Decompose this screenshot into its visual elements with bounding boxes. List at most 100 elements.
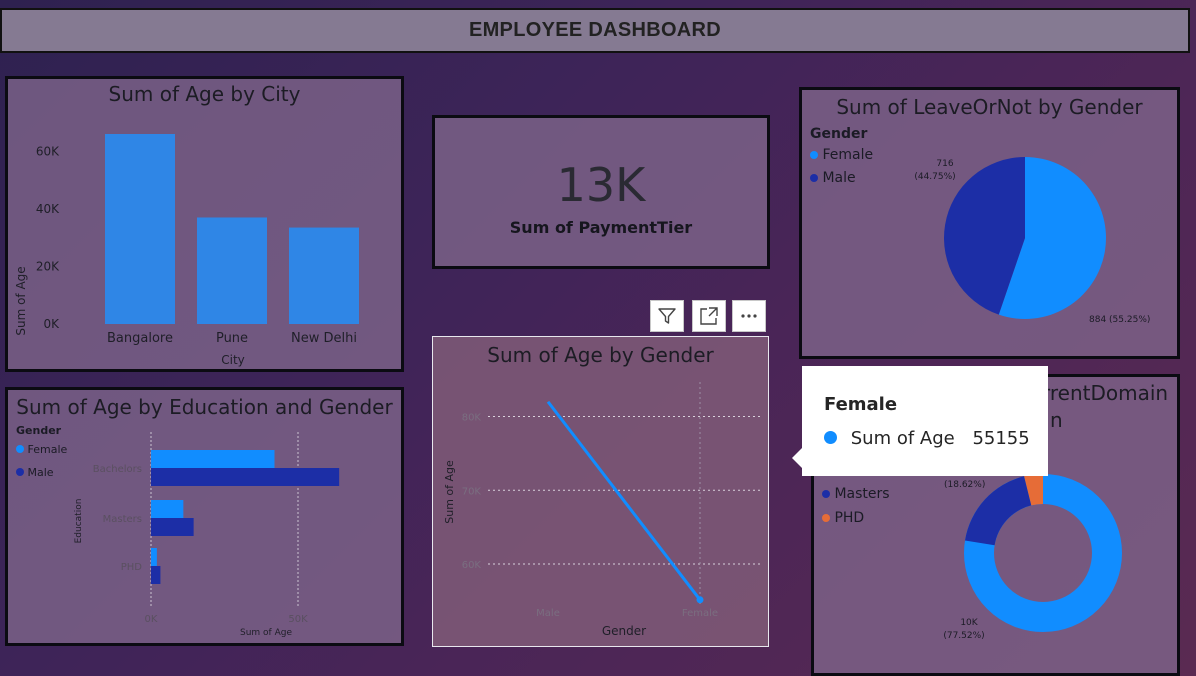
education-bar-male-masters bbox=[151, 518, 194, 536]
gender-chart-panel[interactable]: Sum of Age by Gender Sum of Age Gender 6… bbox=[432, 336, 769, 647]
female-dot-icon bbox=[810, 151, 818, 159]
leave-chart-panel[interactable]: Sum of LeaveOrNot by Gender Gender Femal… bbox=[799, 87, 1180, 359]
domain-donut-slice-masters bbox=[964, 476, 1032, 546]
education-legend-female-label: Female bbox=[27, 443, 68, 456]
dashboard-title: EMPLOYEE DASHBOARD bbox=[468, 19, 722, 41]
leave-chart-title: Sum of LeaveOrNot by Gender bbox=[836, 95, 1143, 119]
education-x-tick-label: 50K bbox=[288, 614, 308, 625]
domain-label-big-value: 10K bbox=[960, 618, 978, 628]
leave-legend-male-label: Male bbox=[822, 170, 856, 186]
city-y-tick-label: 40K bbox=[36, 202, 60, 216]
education-bar-female-masters bbox=[151, 500, 184, 518]
gender-line-chart[interactable]: Sum of Age Gender 60K 70K 80K Male Female bbox=[433, 337, 768, 646]
tooltip-value: 55155 bbox=[972, 428, 1030, 449]
domain-legend-phd[interactable]: PHD bbox=[822, 510, 890, 526]
more-options-icon bbox=[741, 314, 757, 318]
tooltip-dot-icon bbox=[824, 431, 837, 444]
education-legend-male[interactable]: Male bbox=[16, 466, 67, 479]
phd-dot-icon bbox=[822, 514, 830, 522]
city-y-tick-label: 20K bbox=[36, 259, 60, 273]
gender-x-axis-title: Gender bbox=[602, 624, 646, 638]
city-chart-title: Sum of Age by City bbox=[108, 82, 301, 106]
city-y-tick-label: 0K bbox=[43, 317, 60, 331]
city-bar-chart[interactable]: Sum of Age City 0K 20K 40K 60K Bangalore Pune… bbox=[8, 79, 401, 369]
gender-x-tick-label: Female bbox=[682, 608, 718, 619]
city-chart-panel[interactable]: Sum of Age by City Sum of Age City 0K 20K… bbox=[5, 76, 404, 372]
domain-legend-masters-label: Masters bbox=[834, 486, 890, 502]
tooltip-title: Female bbox=[824, 394, 898, 415]
leave-male-label-pct: (44.75%) bbox=[914, 172, 955, 182]
city-bar-1 bbox=[197, 217, 267, 324]
city-bar-0 bbox=[105, 134, 175, 324]
city-x-tick-label: New Delhi bbox=[291, 331, 357, 346]
education-bar-chart[interactable]: Education Sum of Age 0K 50K Bachelors Maste… bbox=[8, 390, 401, 643]
leave-female-label: 884 (55.25%) bbox=[1089, 315, 1150, 325]
education-bar-female-phd bbox=[151, 548, 157, 566]
gender-x-tick-label: Male bbox=[536, 608, 560, 619]
male-dot-icon bbox=[16, 468, 24, 476]
education-chart-panel[interactable]: Sum of Age by Education and Gender Gende… bbox=[5, 387, 404, 646]
city-bar-2 bbox=[289, 227, 359, 324]
gender-series-line bbox=[546, 400, 702, 601]
education-bar-male-bachelors bbox=[151, 468, 340, 486]
leave-pie-chart[interactable]: 716 (44.75%) 884 (55.25%) bbox=[802, 90, 1177, 356]
chart-tooltip: Female Sum of Age 55155 bbox=[792, 366, 1048, 476]
leave-legend-female-label: Female bbox=[822, 147, 874, 163]
focus-mode-icon bbox=[700, 307, 718, 325]
domain-donut-chart[interactable]: (18.62%) 10K (77.52%) bbox=[814, 377, 1177, 673]
city-x-tick-label: Bangalore bbox=[107, 331, 173, 346]
city-y-axis-title: Sum of Age bbox=[14, 266, 28, 335]
education-y-axis-title: Education bbox=[74, 499, 84, 544]
gender-y-axis-title: Sum of Age bbox=[443, 460, 456, 524]
male-dot-icon bbox=[810, 174, 818, 182]
focus-mode-button[interactable] bbox=[692, 300, 726, 332]
domain-label-big-pct: (77.52%) bbox=[943, 631, 984, 641]
kpi-card[interactable]: 13K Sum of PaymentTier bbox=[432, 115, 770, 269]
gender-y-tick-label: 70K bbox=[462, 486, 482, 497]
education-legend-title: Gender bbox=[16, 424, 62, 437]
domain-label-small: (18.62%) bbox=[944, 480, 985, 490]
leave-legend-title: Gender bbox=[810, 126, 868, 142]
gender-y-tick-label: 60K bbox=[462, 560, 482, 571]
city-x-axis-title: City bbox=[221, 353, 245, 367]
filter-icon bbox=[658, 308, 676, 324]
education-bar-female-bachelors bbox=[151, 450, 275, 468]
kpi-label: Sum of PaymentTier bbox=[509, 218, 693, 237]
leave-legend-female[interactable]: Female bbox=[810, 147, 873, 163]
tooltip-row: Sum of Age 55155 bbox=[824, 428, 1030, 449]
leave-pie-slice-female bbox=[998, 157, 1106, 319]
tooltip-arrow bbox=[792, 448, 802, 468]
dashboard-title-bar: EMPLOYEE DASHBOARD bbox=[0, 8, 1190, 53]
education-y-tick-label: PHD bbox=[121, 562, 143, 573]
education-legend-female[interactable]: Female bbox=[16, 443, 67, 456]
domain-legend-phd-label: PHD bbox=[834, 510, 865, 526]
domain-chart-title-line1: rrentDomain bbox=[1042, 381, 1169, 405]
tooltip-measure: Sum of Age bbox=[850, 428, 955, 449]
leave-male-label-value: 716 bbox=[936, 159, 953, 169]
education-y-tick-label: Bachelors bbox=[93, 464, 142, 475]
city-x-tick-label: Pune bbox=[216, 331, 248, 346]
domain-legend: Masters PHD bbox=[822, 486, 890, 526]
domain-legend-masters[interactable]: Masters bbox=[822, 486, 890, 502]
education-legend: Gender Female Male bbox=[16, 424, 67, 479]
education-y-tick-label: Masters bbox=[103, 514, 142, 525]
domain-chart-title-line2: n bbox=[1050, 408, 1063, 432]
gender-highlight-point bbox=[696, 596, 704, 604]
city-y-tick-label: 60K bbox=[36, 144, 60, 158]
female-dot-icon bbox=[16, 445, 24, 453]
leave-legend-male[interactable]: Male bbox=[810, 170, 873, 186]
gender-y-tick-label: 80K bbox=[462, 413, 482, 424]
education-x-axis-title: Sum of Age bbox=[240, 628, 292, 638]
filter-button[interactable] bbox=[650, 300, 684, 332]
masters-dot-icon bbox=[822, 490, 830, 498]
domain-donut-slice-phd bbox=[1024, 474, 1043, 506]
gender-chart-title: Sum of Age by Gender bbox=[487, 343, 714, 367]
education-bar-male-phd bbox=[151, 566, 161, 584]
more-options-button[interactable] bbox=[732, 300, 766, 332]
education-legend-male-label: Male bbox=[27, 466, 54, 479]
leave-pie-slice-male bbox=[944, 157, 1025, 315]
education-x-tick-label: 0K bbox=[145, 614, 158, 625]
kpi-value: 13K bbox=[556, 158, 646, 212]
leave-legend: Gender Female Male bbox=[810, 126, 873, 186]
education-chart-title: Sum of Age by Education and Gender bbox=[16, 395, 393, 419]
